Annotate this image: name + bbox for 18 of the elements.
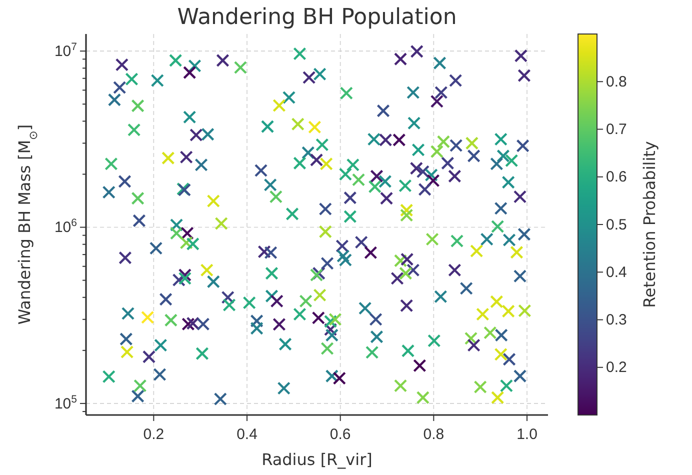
x-tick-label: 0.2 [143,426,164,443]
x-tick-label: 0.8 [423,426,444,443]
color-bar-label: 0.6 [606,168,627,186]
y-tick-label: 10$^{5}$ [54,393,78,412]
y-tick-label: 10$^{7}$ [54,40,78,60]
color-bar-label: 0.4 [606,264,627,281]
color-bar-label: 0.7 [606,121,627,138]
x-axis-title: Radius [R_vir] [262,450,372,469]
color-bar-label: 0.2 [606,359,627,376]
color-bar-label: 0.8 [606,73,627,90]
x-tick-label: 0.4 [236,426,258,443]
x-tick-label: 0.6 [330,426,351,443]
x-tick-label: 1.0 [516,426,538,443]
y-tick-label: 10$^{6}$ [54,217,78,236]
color-bar-label: 0.5 [606,216,627,234]
color-bar-label: 0.3 [606,312,627,329]
color-bar-title: Retention Probability [640,141,659,308]
chart-title: Wandering BH Population [177,5,457,30]
